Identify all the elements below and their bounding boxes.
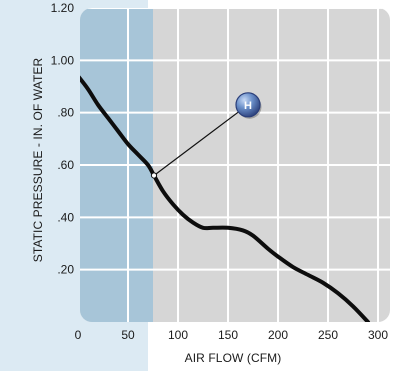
x-tick-label: 200 bbox=[268, 328, 288, 342]
tick-label-layer: 0 50 100 150 200 250 300 .20 .40 .60 .80 1.00 1.20 bbox=[51, 1, 389, 342]
y-tick-label: 1.20 bbox=[51, 1, 75, 15]
x-tick-label: 100 bbox=[168, 328, 188, 342]
annotation-layer: H bbox=[150, 92, 262, 179]
x-tick-label: 300 bbox=[368, 328, 388, 342]
y-tick-label: .40 bbox=[57, 210, 74, 224]
annotation-badge-label: H bbox=[244, 100, 252, 112]
x-tick-label: 50 bbox=[121, 328, 135, 342]
y-tick-label: 1.00 bbox=[51, 53, 75, 67]
annotation-point-marker bbox=[150, 172, 158, 179]
x-tick-label: 150 bbox=[218, 328, 238, 342]
series-line-h bbox=[80, 74, 370, 322]
annotation-badge bbox=[235, 92, 261, 118]
x-axis-title: AIR FLOW (CFM) bbox=[185, 351, 282, 365]
x-tick-label: 0 bbox=[75, 328, 82, 342]
y-tick-label: .20 bbox=[57, 263, 74, 277]
grid-layer bbox=[80, 8, 390, 322]
annotation-leader-line bbox=[153, 104, 249, 176]
y-tick-label: .80 bbox=[57, 106, 74, 120]
x-tick-label: 250 bbox=[318, 328, 338, 342]
series-layer bbox=[80, 74, 370, 322]
y-axis-title: STATIC PRESSURE - IN. OF WATER bbox=[31, 57, 45, 262]
y-tick-label: .60 bbox=[57, 158, 74, 172]
